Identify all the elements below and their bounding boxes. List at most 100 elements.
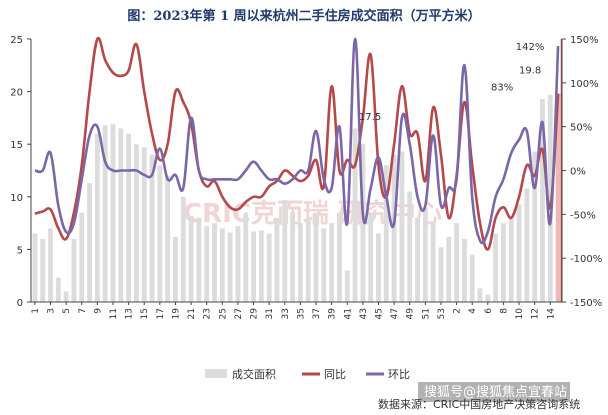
bar-43 xyxy=(368,212,374,302)
x-tick-8: 17 xyxy=(156,308,166,319)
x-tick-16: 33 xyxy=(281,308,291,319)
bar-59 xyxy=(493,233,499,302)
bar-9 xyxy=(102,125,108,302)
x-tick-5: 11 xyxy=(109,308,119,319)
bar-35 xyxy=(305,217,311,302)
x-tick-17: 35 xyxy=(296,308,306,319)
bar-60 xyxy=(501,223,506,302)
x-tick-9: 19 xyxy=(171,308,181,320)
y-right-tick-1: -100% xyxy=(570,254,602,265)
x-tick-33: 14 xyxy=(546,308,556,320)
bar-14 xyxy=(141,147,147,302)
legend-label-0: 成交面积 xyxy=(232,367,276,381)
x-tick-14: 29 xyxy=(250,308,260,320)
y-right-tick-6: 150% xyxy=(570,35,599,46)
bar-12 xyxy=(126,133,132,302)
bar-6 xyxy=(79,212,85,302)
chart-title: 图：2023年第 1 周以来杭州二手住房成交面积（万平方米） xyxy=(127,8,480,24)
x-tick-7: 15 xyxy=(140,308,150,319)
bar-67 xyxy=(555,93,561,302)
bar-16 xyxy=(157,165,163,302)
bar-18 xyxy=(173,236,178,302)
bar-11 xyxy=(118,128,124,302)
bar-36 xyxy=(313,212,319,302)
bar-46 xyxy=(391,154,397,302)
bar-4 xyxy=(63,291,69,302)
bar-45 xyxy=(383,165,389,302)
bar-0 xyxy=(32,233,38,302)
bar-19 xyxy=(180,196,186,302)
bar-24 xyxy=(219,228,225,302)
bar-40 xyxy=(344,270,350,302)
bar-50 xyxy=(422,207,428,302)
bar-series xyxy=(32,39,563,303)
bar-42 xyxy=(360,144,366,302)
bar-2 xyxy=(48,228,53,302)
legend: 成交面积 同比 环比 xyxy=(205,367,410,381)
x-tick-28: 4 xyxy=(468,308,478,314)
annotation-1: 19.8 xyxy=(519,66,541,77)
y-right-tick-3: 0% xyxy=(570,167,586,178)
bar-17 xyxy=(165,175,171,302)
x-tick-1: 3 xyxy=(47,308,57,314)
x-tick-27: 2 xyxy=(453,308,463,314)
bar-61 xyxy=(508,217,514,302)
bar-65 xyxy=(540,98,545,303)
x-tick-0: 1 xyxy=(31,308,41,314)
x-tick-22: 45 xyxy=(374,308,384,319)
bar-48 xyxy=(407,191,413,302)
x-tick-26: 53 xyxy=(437,308,447,319)
y-right-tick-4: 50% xyxy=(570,123,592,134)
y-left-tick-5: 25 xyxy=(10,35,23,46)
annotation-0: 142% xyxy=(516,42,545,53)
bar-28 xyxy=(251,231,256,302)
x-tick-29: 6 xyxy=(484,308,494,314)
bar-52 xyxy=(438,247,444,302)
bar-38 xyxy=(329,223,335,302)
bar-29 xyxy=(258,230,264,302)
bar-39 xyxy=(337,212,342,302)
bar-26 xyxy=(235,226,241,302)
annotation-3: 17.5 xyxy=(359,112,381,123)
y-left-tick-3: 15 xyxy=(10,140,23,151)
bar-63 xyxy=(524,188,530,302)
bar-44 xyxy=(376,233,381,302)
bar-62 xyxy=(516,204,522,302)
x-tick-2: 5 xyxy=(62,308,72,314)
y-left-tick-2: 10 xyxy=(10,193,23,204)
bar-55 xyxy=(461,238,467,302)
bar-13 xyxy=(133,144,139,302)
bar-64 xyxy=(532,151,538,302)
y-left-tick-0: 0 xyxy=(17,298,23,309)
x-tick-11: 23 xyxy=(203,308,213,319)
x-tick-19: 39 xyxy=(328,308,338,320)
bar-20 xyxy=(188,215,194,302)
bar-10 xyxy=(110,124,116,302)
bar-1 xyxy=(40,238,46,302)
legend-swatch-0 xyxy=(205,369,227,378)
bar-57 xyxy=(477,288,483,302)
x-tick-32: 12 xyxy=(531,308,541,319)
bar-37 xyxy=(321,228,327,302)
y-right-tick-2: -50% xyxy=(570,210,596,221)
x-tick-25: 51 xyxy=(421,308,431,319)
x-tick-10: 21 xyxy=(187,308,197,319)
x-tick-21: 43 xyxy=(359,308,369,319)
source-note: 数据来源：CRIC中国房地产决策咨询系统 xyxy=(378,397,580,411)
x-tick-15: 31 xyxy=(265,308,275,319)
x-tick-13: 27 xyxy=(234,308,244,319)
bar-3 xyxy=(55,277,61,302)
bar-58 xyxy=(485,294,491,302)
watermark-logo-text: 搜狐号@搜狐焦点宜春站 xyxy=(424,385,567,400)
x-tick-23: 47 xyxy=(390,308,400,319)
x-tick-20: 41 xyxy=(343,308,353,319)
line-series xyxy=(34,36,560,251)
bar-22 xyxy=(204,226,210,302)
bar-53 xyxy=(446,236,452,302)
bar-31 xyxy=(274,217,280,302)
bar-33 xyxy=(290,212,296,302)
y-right-tick-0: -150% xyxy=(570,298,602,309)
annotation-2: 83% xyxy=(491,83,513,94)
